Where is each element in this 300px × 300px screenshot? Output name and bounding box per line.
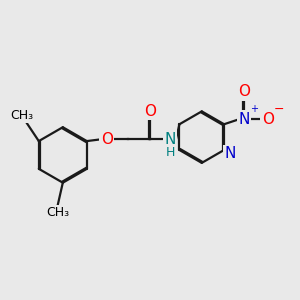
- Text: H: H: [165, 146, 175, 160]
- Text: O: O: [101, 132, 113, 147]
- Text: N: N: [238, 112, 250, 127]
- Text: N: N: [224, 146, 236, 161]
- Text: +: +: [250, 104, 258, 114]
- Text: CH₃: CH₃: [11, 109, 34, 122]
- Text: O: O: [238, 84, 250, 99]
- Text: −: −: [274, 103, 284, 116]
- Text: N: N: [164, 132, 176, 147]
- Text: O: O: [144, 104, 156, 119]
- Text: CH₃: CH₃: [46, 206, 69, 219]
- Text: O: O: [262, 112, 274, 127]
